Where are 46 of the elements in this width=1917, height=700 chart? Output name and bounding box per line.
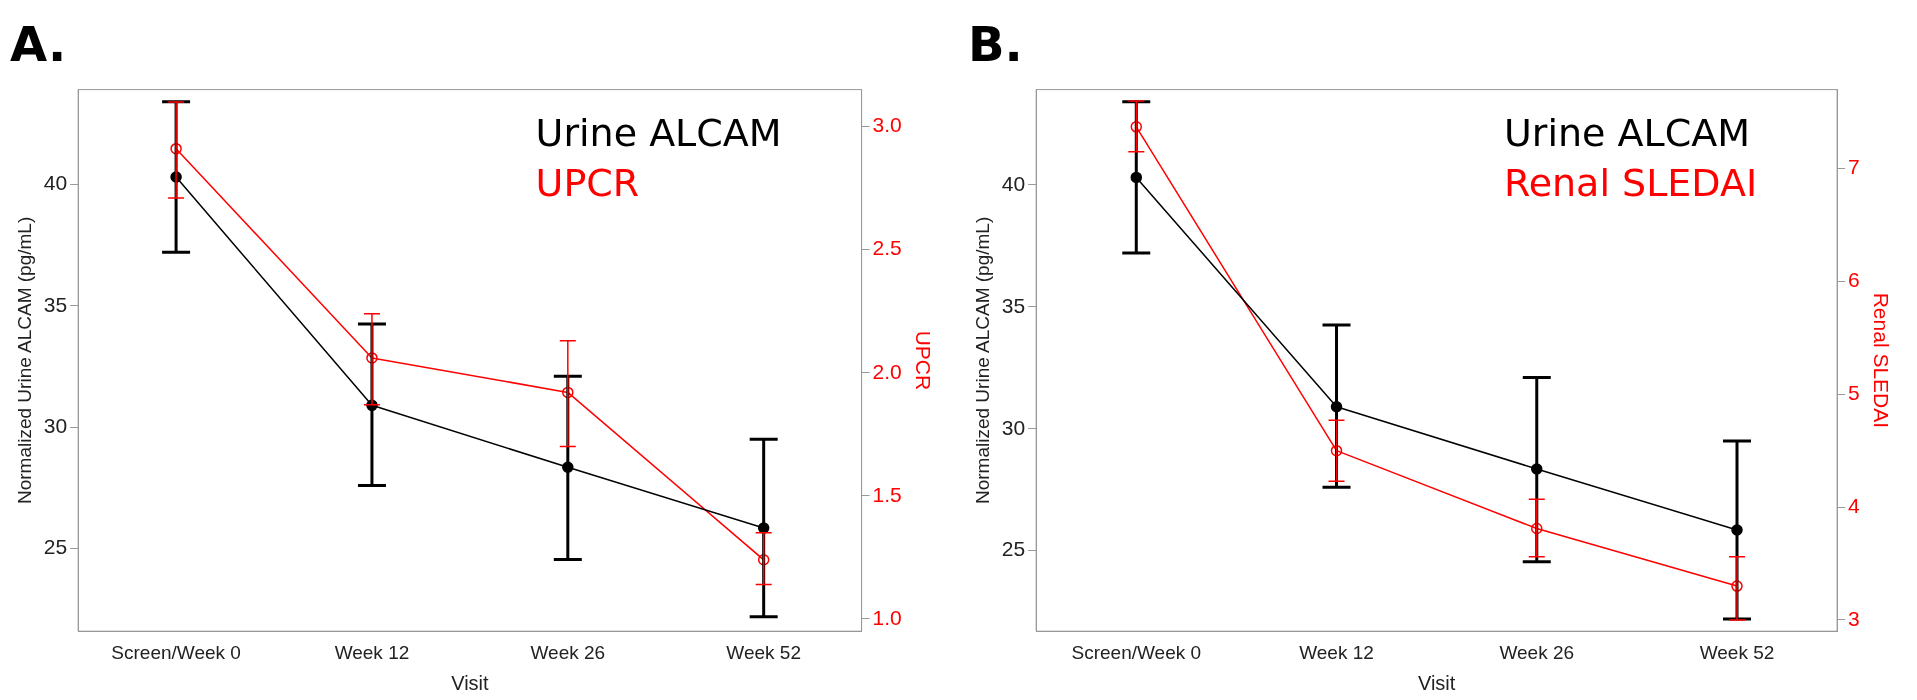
- y2-tick-label: 1.0: [872, 605, 902, 629]
- point: [1330, 444, 1343, 457]
- y-tick-label: 25: [43, 535, 68, 559]
- text: UPCR: [535, 161, 640, 206]
- y-axis-title: Normalized Urine ALCAM (pg/mL): [971, 216, 993, 504]
- x-tick-label: Week 26: [530, 641, 606, 663]
- point: [1531, 522, 1543, 535]
- x-tick-label: Screen/Week 0: [111, 641, 241, 663]
- y-tick-label: 25: [1001, 537, 1026, 561]
- y2-tick-label: 4: [1848, 493, 1861, 517]
- y2-tick-label: 5: [1848, 381, 1860, 405]
- y2-tick-label: 2.0: [872, 359, 902, 383]
- point: [1130, 121, 1143, 133]
- y2-tick-label: 2.5: [872, 236, 902, 260]
- x-axis-title: Visit: [451, 671, 490, 694]
- y2-axis-title: Renal SLEDAI: [1869, 292, 1893, 429]
- y2-tick-label: 6: [1848, 268, 1860, 292]
- point: [366, 352, 378, 364]
- x-tick-label: Week 12: [334, 641, 410, 663]
- text: Urine ALCAM: [1503, 111, 1750, 156]
- point: [757, 554, 770, 566]
- y-axis-title: Normalized Urine ALCAM (pg/mL): [13, 216, 35, 504]
- y-tick-label: 30: [1001, 415, 1026, 439]
- x-axis-title: Visit: [1417, 671, 1456, 694]
- y-tick-label: 40: [1001, 171, 1026, 195]
- y2-tick-label: 7: [1848, 155, 1860, 179]
- y-tick-label: 40: [43, 171, 68, 195]
- point: [562, 386, 574, 399]
- point: [1731, 580, 1743, 592]
- chart-title: B.: [968, 16, 1023, 73]
- x-tick-label: Week 52: [1699, 641, 1775, 663]
- y-tick-label: 35: [43, 292, 68, 316]
- x-tick-label: Week 12: [1299, 641, 1374, 663]
- x-tick-label: Week 52: [726, 641, 801, 663]
- x-tick-label: Week 26: [1499, 641, 1575, 663]
- chart-title: A.: [10, 16, 67, 73]
- y-tick-label: 35: [1001, 293, 1026, 317]
- y2-tick-label: 1.5: [872, 482, 902, 506]
- y2-tick-label: 3.0: [872, 113, 902, 137]
- point: [170, 142, 182, 155]
- y2-axis-title: UPCR: [911, 330, 935, 391]
- y-tick-label: 30: [43, 413, 68, 437]
- text: Urine ALCAM: [535, 111, 782, 156]
- text: Renal SLEDAI: [1503, 161, 1758, 206]
- x-tick-label: Screen/Week 0: [1071, 641, 1202, 663]
- y2-tick-label: 3: [1848, 606, 1860, 630]
